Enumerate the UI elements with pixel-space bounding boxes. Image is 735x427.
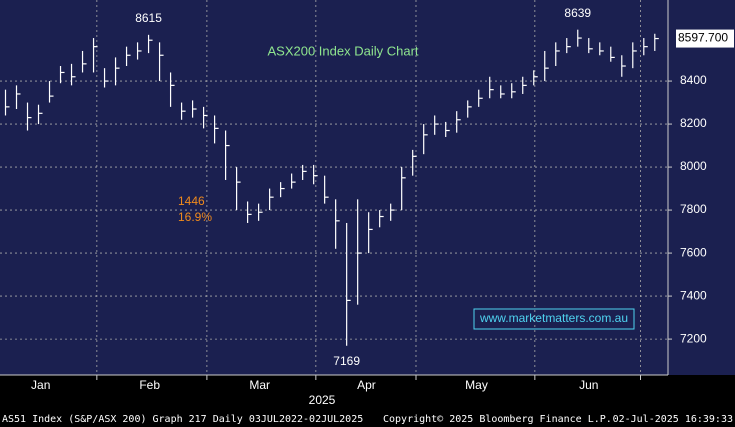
y-tick-label: 8000	[680, 159, 707, 173]
chart-title: ASX200 Index Daily Chart	[267, 43, 418, 58]
y-tick-label: 7200	[680, 331, 707, 345]
annotation: 1446	[178, 194, 205, 208]
y-tick-label: 7600	[680, 245, 707, 259]
last-price-label: 8597.700	[678, 31, 728, 45]
y-tick-label: 8200	[680, 116, 707, 130]
year-label: 2025	[309, 393, 336, 407]
y-tick-label: 8400	[680, 73, 707, 87]
annotation: 16.9%	[178, 210, 212, 224]
footer-center: Copyright© 2025 Bloomberg Finance L.P.	[383, 414, 612, 425]
x-tick-label: Mar	[249, 378, 270, 392]
watermark: www.marketmatters.com.au	[479, 311, 628, 325]
x-tick-label: Jun	[579, 378, 598, 392]
y-tick-label: 7800	[680, 202, 707, 216]
x-tick-label: May	[465, 378, 488, 392]
x-tick-label: Jan	[31, 378, 50, 392]
peak-label: 8639	[564, 6, 591, 20]
peak-label: 7169	[333, 354, 360, 368]
x-tick-label: Feb	[139, 378, 160, 392]
last-price-box	[676, 29, 734, 48]
footer-right: 02-Jul-2025 16:39:33	[613, 414, 733, 425]
peak-label: 8615	[135, 11, 162, 25]
y-tick-label: 7400	[680, 288, 707, 302]
footer-left: AS51 Index (S&P/ASX 200) Graph 217 Daily…	[2, 414, 363, 425]
x-tick-label: Apr	[357, 378, 376, 392]
watermark-box	[473, 308, 635, 330]
